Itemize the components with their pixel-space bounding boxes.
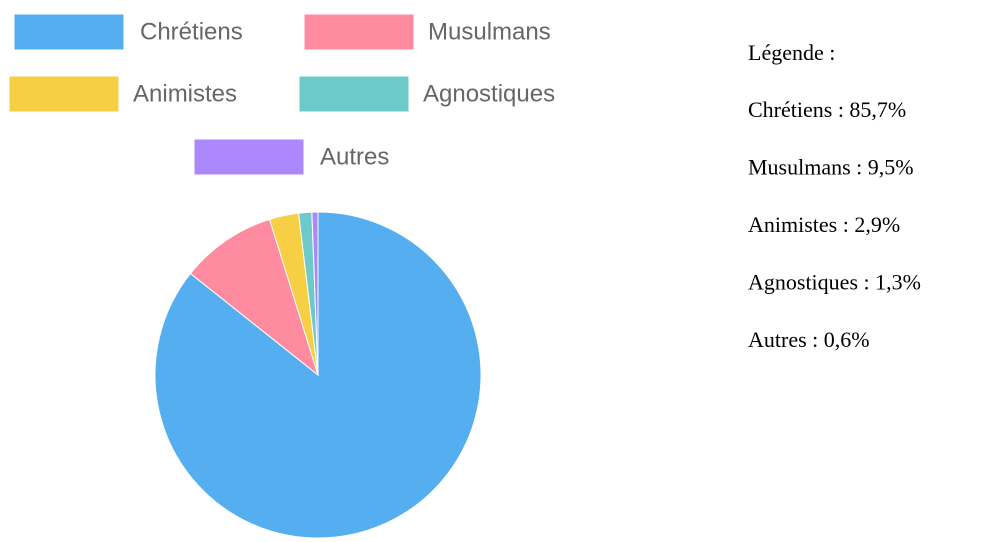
legend-label: Musulmans: [428, 18, 551, 45]
value-label: Agnostiques : 1,3%: [748, 270, 921, 295]
legend-swatch: [14, 14, 124, 50]
legend-label: Animistes: [133, 80, 237, 107]
legend-swatch: [304, 14, 414, 50]
legend-title: Légende :: [748, 40, 835, 65]
legend-label: Autres: [320, 143, 389, 170]
legend-swatch: [9, 76, 119, 112]
value-label: Musulmans : 9,5%: [748, 155, 914, 180]
value-label: Autres : 0,6%: [748, 327, 870, 352]
value-label: Animistes : 2,9%: [748, 212, 900, 237]
pie-slice: [311, 211, 319, 376]
legend-label: Agnostiques: [423, 80, 555, 107]
legend-swatch: [194, 139, 304, 175]
pie-slice: [189, 218, 319, 377]
legend-swatch: [299, 76, 409, 112]
legend-label: Chrétiens: [140, 18, 243, 45]
value-label: Chrétiens : 85,7%: [748, 97, 906, 122]
